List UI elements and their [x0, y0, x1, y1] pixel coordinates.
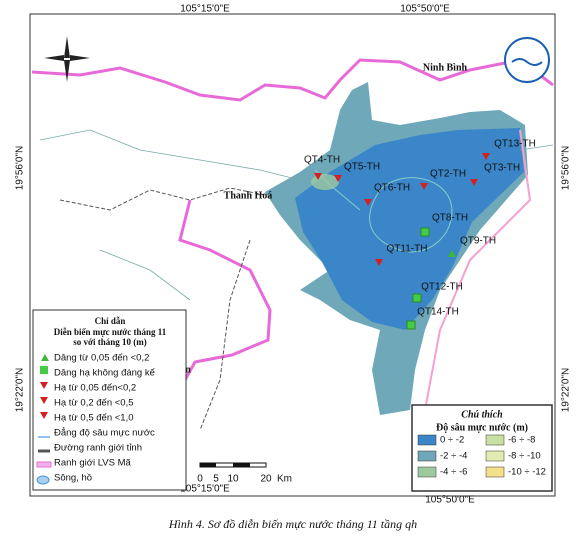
well-marker: [470, 179, 478, 186]
well-label: QT4-TH: [304, 155, 340, 166]
logo: [511, 58, 543, 66]
coastline: [424, 129, 532, 411]
scale-label: 5: [213, 474, 219, 485]
well-marker: [375, 259, 383, 266]
caption: Hình 4. Sơ đồ diễn biến mực nước tháng 1…: [168, 517, 417, 531]
well-label: QT6-TH: [374, 183, 410, 194]
logo: [504, 37, 550, 83]
north-arrow: [44, 36, 90, 82]
depth-zone: [295, 128, 524, 330]
coordinate-label: 19°22'0"N: [15, 368, 26, 413]
depth-label: -6 ÷ -8: [508, 435, 535, 446]
legend-label: Hạ từ 0,05 đến<0,2: [54, 383, 136, 394]
well-label: QT8-TH: [432, 213, 468, 224]
depth-swatch: [417, 466, 437, 478]
legend-label: Ranh giới LVS Mã: [54, 458, 132, 469]
depth-label: -8 ÷ -10: [508, 451, 541, 462]
well-marker: [412, 293, 422, 303]
well-label: QT3-TH: [484, 163, 520, 174]
legend-label: Dâng từ 0,05 đến <0,2: [54, 353, 149, 364]
depth-swatch: [485, 466, 505, 478]
well-marker: [406, 320, 416, 330]
well-label: QT2-TH: [430, 169, 466, 180]
well-marker: [448, 250, 456, 257]
legend-symbol: [40, 397, 48, 404]
legend-symbol: [40, 412, 48, 419]
basin-boundary: [31, 58, 554, 381]
legend-label: Đường ranh giới tỉnh: [54, 443, 142, 454]
depth-zone: [311, 174, 339, 190]
depth-swatch: [485, 434, 505, 446]
legend-subtitle: Diễn biến mực nước tháng 11: [54, 327, 167, 337]
depth-swatch: [485, 450, 505, 462]
well-label: QT11-TH: [387, 244, 428, 255]
well-marker: [482, 153, 490, 160]
province-boundary: [59, 187, 266, 431]
well-label: QT13-TH: [494, 139, 536, 150]
depth-label: -10 ÷ -12: [508, 467, 546, 478]
legend-label: Dâng hạ không đáng kể: [54, 368, 155, 379]
depth-legend-title: Chú thích: [461, 409, 503, 420]
legend-title: Chỉ dẫn: [95, 316, 126, 326]
well-marker: [420, 227, 430, 237]
legend-symbol: [40, 382, 48, 389]
coordinate-label: 105°15'0"E: [180, 4, 230, 15]
depth-legend-subtitle: Độ sâu mực nước (m): [436, 422, 528, 433]
legend-label: Hạ từ 0,5 đến <1,0: [54, 413, 134, 424]
well-marker: [314, 173, 322, 180]
well-label: QT12-TH: [421, 282, 463, 293]
place-label: Thanh Hoá: [224, 190, 273, 201]
depth-label: -4 ÷ -6: [440, 467, 467, 478]
scale-label: 0: [197, 474, 203, 485]
legend-label: Sông, hồ: [54, 473, 92, 484]
legend-symbol: [40, 366, 48, 374]
scale-label: 10: [227, 474, 239, 485]
well-label: QT14-TH: [417, 307, 459, 318]
well-label: QT9-TH: [460, 236, 496, 247]
scale-bar: [200, 463, 216, 467]
depth-swatch: [417, 450, 437, 462]
scale-bar: [233, 463, 250, 467]
legend-label: Hạ từ 0,2 đến <0,5: [54, 398, 134, 409]
coordinate-label: 19°56'0"N: [561, 146, 572, 191]
well-marker: [364, 199, 372, 206]
river: [39, 129, 554, 301]
depth-label: -2 ÷ -4: [440, 451, 467, 462]
legend-label: Đẳng độ sâu mực nước: [54, 427, 155, 439]
legend-box: [32, 309, 187, 491]
well-label: QT5-TH: [344, 162, 380, 173]
place-label: Ninh Bình: [423, 62, 468, 73]
scale-label: 20: [260, 474, 272, 485]
coordinate-label: 105°50'0"E: [400, 4, 450, 15]
well-marker: [334, 175, 342, 182]
legend-subtitle: so với tháng 10 (m): [73, 337, 147, 347]
coordinate-label: 105°50'0"E: [425, 495, 475, 506]
coordinate-label: 19°22'0"N: [561, 368, 572, 413]
depth-swatch: [417, 434, 437, 446]
legend-symbol: [36, 475, 50, 485]
well-marker: [420, 183, 428, 190]
coordinate-label: 19°56'0"N: [15, 146, 26, 191]
legend-symbol: [36, 461, 52, 468]
coordinate-label: 105°15'0"E: [180, 484, 230, 495]
scale-unit: Km: [277, 474, 292, 485]
legend-symbol: [41, 354, 49, 361]
depth-label: 0 ÷ -2: [440, 435, 464, 446]
